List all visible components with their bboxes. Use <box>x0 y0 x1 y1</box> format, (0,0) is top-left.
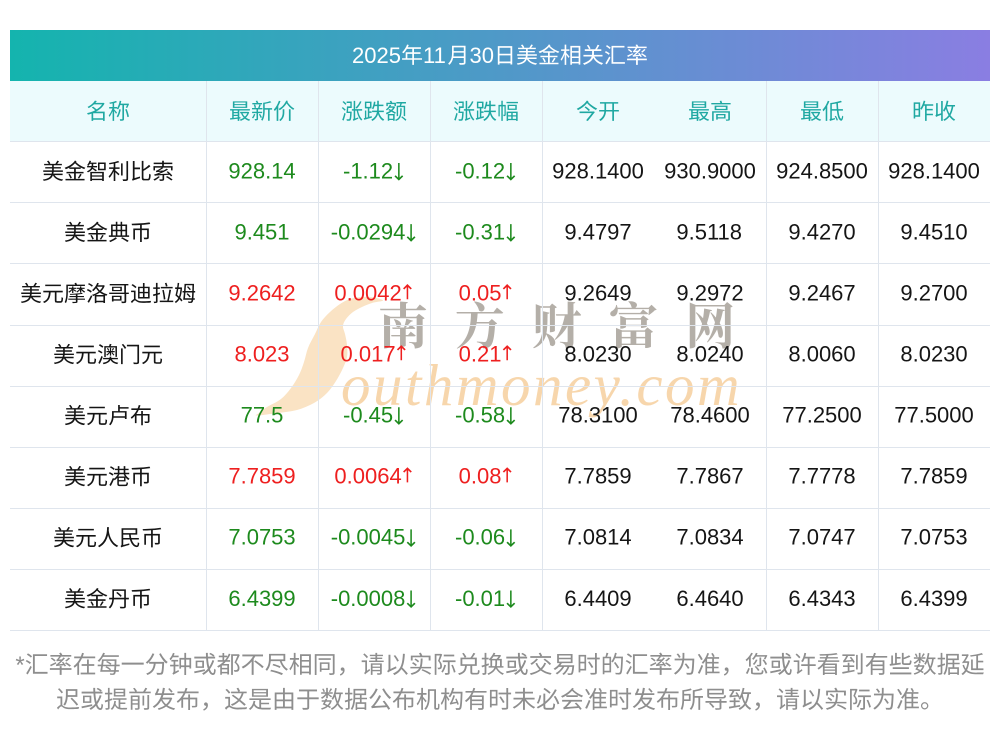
svg-text:77.5000: 77.5000 <box>894 403 974 428</box>
svg-text:78.4600: 78.4600 <box>670 403 750 428</box>
svg-text:0.08: 0.08 <box>459 464 502 489</box>
svg-text:8.0240: 8.0240 <box>676 342 743 367</box>
svg-text:-0.45: -0.45 <box>343 403 393 428</box>
svg-text:7.7778: 7.7778 <box>788 464 855 489</box>
svg-text:0.0042: 0.0042 <box>334 280 401 305</box>
svg-text:7.7867: 7.7867 <box>676 464 743 489</box>
svg-text:928.14: 928.14 <box>228 158 295 183</box>
svg-text:-0.31: -0.31 <box>455 219 505 244</box>
svg-text:-0.06: -0.06 <box>455 525 505 550</box>
svg-text:9.2649: 9.2649 <box>564 280 631 305</box>
svg-text:9.451: 9.451 <box>234 219 289 244</box>
svg-text:6.4640: 6.4640 <box>676 586 743 611</box>
svg-text:0.05: 0.05 <box>459 280 502 305</box>
svg-text:7.0834: 7.0834 <box>676 525 743 550</box>
svg-text:7.0747: 7.0747 <box>788 525 855 550</box>
svg-text:9.2700: 9.2700 <box>900 280 967 305</box>
svg-text:7.7859: 7.7859 <box>564 464 631 489</box>
svg-text:9.2467: 9.2467 <box>788 280 855 305</box>
svg-text:9.4797: 9.4797 <box>564 219 631 244</box>
svg-text:8.023: 8.023 <box>234 342 289 367</box>
svg-text:7.0753: 7.0753 <box>228 525 295 550</box>
svg-text:930.9000: 930.9000 <box>664 158 756 183</box>
svg-text:6.4399: 6.4399 <box>900 586 967 611</box>
svg-text:9.2642: 9.2642 <box>228 280 295 305</box>
svg-text:8.0230: 8.0230 <box>564 342 631 367</box>
svg-text:7.7859: 7.7859 <box>228 464 295 489</box>
svg-text:77.2500: 77.2500 <box>782 403 862 428</box>
svg-text:77.5: 77.5 <box>241 403 284 428</box>
svg-text:*: * <box>15 652 24 679</box>
svg-text:9.2972: 9.2972 <box>676 280 743 305</box>
svg-text:-0.12: -0.12 <box>455 158 505 183</box>
svg-text:11: 11 <box>423 43 446 68</box>
svg-text:6.4343: 6.4343 <box>788 586 855 611</box>
svg-text:2025: 2025 <box>352 43 401 68</box>
svg-text:928.1400: 928.1400 <box>552 158 644 183</box>
svg-text:7.0753: 7.0753 <box>900 525 967 550</box>
svg-text:30: 30 <box>469 43 493 68</box>
svg-text:0.017: 0.017 <box>341 342 396 367</box>
svg-text:8.0230: 8.0230 <box>900 342 967 367</box>
svg-text:78.3100: 78.3100 <box>558 403 638 428</box>
svg-text:924.8500: 924.8500 <box>776 158 868 183</box>
svg-text:-0.0294: -0.0294 <box>331 219 406 244</box>
svg-text:0.21: 0.21 <box>459 342 502 367</box>
svg-text:7.7859: 7.7859 <box>900 464 967 489</box>
svg-text:-1.12: -1.12 <box>343 158 393 183</box>
svg-text:0.0064: 0.0064 <box>334 464 401 489</box>
svg-text:-0.58: -0.58 <box>455 403 505 428</box>
svg-text:9.4270: 9.4270 <box>788 219 855 244</box>
svg-text:-0.0045: -0.0045 <box>331 525 406 550</box>
svg-text:7.0814: 7.0814 <box>564 525 631 550</box>
svg-text:8.0060: 8.0060 <box>788 342 855 367</box>
svg-text:9.4510: 9.4510 <box>900 219 967 244</box>
svg-text:outhmoney.com: outhmoney.com <box>341 352 742 418</box>
svg-text:9.5118: 9.5118 <box>676 219 742 244</box>
svg-text:928.1400: 928.1400 <box>888 158 980 183</box>
svg-text:-0.0008: -0.0008 <box>331 586 406 611</box>
svg-text:6.4399: 6.4399 <box>228 586 295 611</box>
svg-text:-0.01: -0.01 <box>455 586 505 611</box>
svg-text:6.4409: 6.4409 <box>564 586 631 611</box>
